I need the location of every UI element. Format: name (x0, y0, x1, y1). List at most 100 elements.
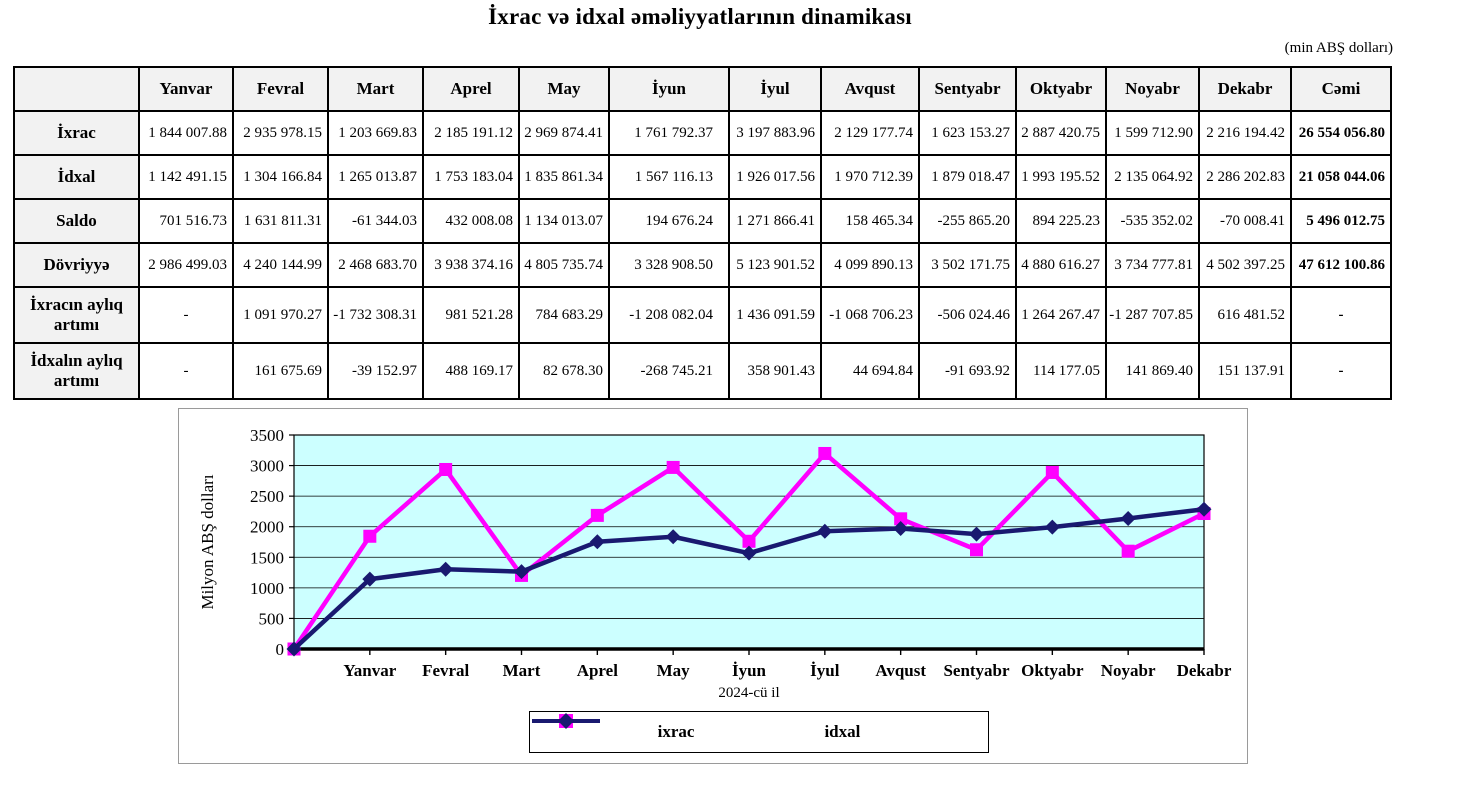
table-row: Saldo 701 516.73 1 631 811.31 -61 344.03 432… (13, 198, 1392, 244)
table-row: İdxal 1 142 491.15 1 304 166.84 1 265 013.8… (13, 154, 1392, 200)
x-category-label: Sentyabr (943, 661, 1010, 680)
idxal-point (1196, 501, 1212, 517)
column-header: İyul (728, 66, 822, 112)
x-category-label: May (657, 661, 691, 680)
cell: 4 502 397.25 (1198, 242, 1292, 288)
idxal-point (589, 534, 605, 550)
cell: -255 865.20 (918, 198, 1017, 244)
cell: 1 567 116.13 (608, 154, 730, 200)
cell: 194 676.24 (608, 198, 730, 244)
cell: -70 008.41 (1198, 198, 1292, 244)
table-body: İxrac 1 844 007.88 2 935 978.15 1 203 669.8… (13, 110, 1392, 400)
cell: 3 328 908.50 (608, 242, 730, 288)
idxal-point (893, 521, 909, 537)
cell: - (138, 342, 234, 400)
column-header: Aprel (422, 66, 520, 112)
cell: -535 352.02 (1105, 198, 1200, 244)
table-head: Yanvar Fevral Mart Aprel May İyun İyul Avqust Se… (13, 66, 1392, 112)
column-header: Oktyabr (1015, 66, 1107, 112)
x-category-label: Noyabr (1101, 661, 1156, 680)
y-tick-label: 3500 (250, 426, 284, 445)
y-tick-label: 1500 (250, 548, 284, 567)
cell: 47 612 100.86 (1290, 242, 1392, 288)
legend-entry-idxal: idxal (532, 713, 860, 742)
cell: 2 286 202.83 (1198, 154, 1292, 200)
cell: -268 745.21 (608, 342, 730, 400)
table-row: İdxalın aylıq artımı -161 675.69 -39 152.9… (13, 342, 1392, 400)
cell: 1 879 018.47 (918, 154, 1017, 200)
cell: 2 216 194.42 (1198, 110, 1292, 156)
cell: 358 901.43 (728, 342, 822, 400)
cell: 1 265 013.87 (327, 154, 424, 200)
cell: 1 761 792.37 (608, 110, 730, 156)
cell: 158 465.34 (820, 198, 920, 244)
cell: 1 753 183.04 (422, 154, 520, 200)
cell: 1 926 017.56 (728, 154, 822, 200)
cell: 26 554 056.80 (1290, 110, 1392, 156)
dynamics-table: Yanvar Fevral Mart Aprel May İyun İyul Avqust Se… (13, 66, 1392, 400)
table-row: İxracın aylıq artımı -1 091 970.27 -1 732 … (13, 286, 1392, 344)
row-header: İdxalın aylıq artımı (13, 342, 140, 400)
x-category-label: Dekabr (1177, 661, 1232, 680)
cell: 1 091 970.27 (232, 286, 329, 344)
idxal-point (438, 561, 454, 577)
cell: 2 135 064.92 (1105, 154, 1200, 200)
idxal-point (514, 564, 529, 580)
y-tick-label: 0 (276, 640, 285, 659)
column-header: Sentyabr (918, 66, 1017, 112)
ixrac-point (970, 543, 983, 557)
column-header: Cəmi (1290, 66, 1392, 112)
cell: 1 844 007.88 (138, 110, 234, 156)
column-header: May (518, 66, 610, 112)
x-category-label: Mart (503, 661, 541, 680)
cell: 1 436 091.59 (728, 286, 822, 344)
x-category-label: Aprel (577, 661, 619, 680)
cell: 3 938 374.16 (422, 242, 520, 288)
y-tick-label: 500 (259, 609, 285, 628)
cell: 44 694.84 (820, 342, 920, 400)
row-header: Saldo (13, 198, 140, 244)
cell: 4 240 144.99 (232, 242, 329, 288)
cell: -61 344.03 (327, 198, 424, 244)
row-header: İxrac (13, 110, 140, 156)
cell: 141 869.40 (1105, 342, 1200, 400)
cell: 1 142 491.15 (138, 154, 234, 200)
cell: 981 521.28 (422, 286, 520, 344)
cell: 1 304 166.84 (232, 154, 329, 200)
cell: 1 134 013.07 (518, 198, 610, 244)
cell: -1 208 082.04 (608, 286, 730, 344)
ixrac-point (818, 446, 832, 460)
cell: 2 129 177.74 (820, 110, 920, 156)
ixrac-point (894, 512, 908, 526)
ixrac-point (742, 534, 756, 548)
idxal-point (286, 641, 302, 657)
idxal-point (1120, 510, 1136, 526)
x-axis-title: 2024-cü il (718, 685, 779, 701)
corner-cell (13, 66, 140, 112)
cell: 4 880 616.27 (1015, 242, 1107, 288)
x-category-label: Oktyabr (1021, 661, 1084, 680)
page-title: İxrac və idxal əməliyyatlarının dinamika… (488, 4, 912, 29)
ixrac-point (666, 460, 680, 474)
cell: -1 732 308.31 (327, 286, 424, 344)
cell: - (1290, 342, 1392, 400)
idxal-point (665, 529, 681, 545)
cell: 4 805 735.74 (518, 242, 610, 288)
cell: 894 225.23 (1015, 198, 1107, 244)
column-header: Dekabr (1198, 66, 1292, 112)
cell: 2 986 499.03 (138, 242, 234, 288)
cell: 1 631 811.31 (232, 198, 329, 244)
cell: 151 137.91 (1198, 342, 1292, 400)
y-tick-label: 1000 (250, 579, 284, 598)
cell: 1 623 153.27 (918, 110, 1017, 156)
x-category-label: İyun (732, 661, 767, 680)
cell: -91 693.92 (918, 342, 1017, 400)
idxal-point (817, 523, 833, 539)
cell: 2 185 191.12 (422, 110, 520, 156)
row-header: İxracın aylıq artımı (13, 286, 140, 344)
idxal-legend-marker (532, 713, 600, 729)
ixrac-point (590, 508, 604, 522)
column-header: İyun (608, 66, 730, 112)
cell: -39 152.97 (327, 342, 424, 400)
